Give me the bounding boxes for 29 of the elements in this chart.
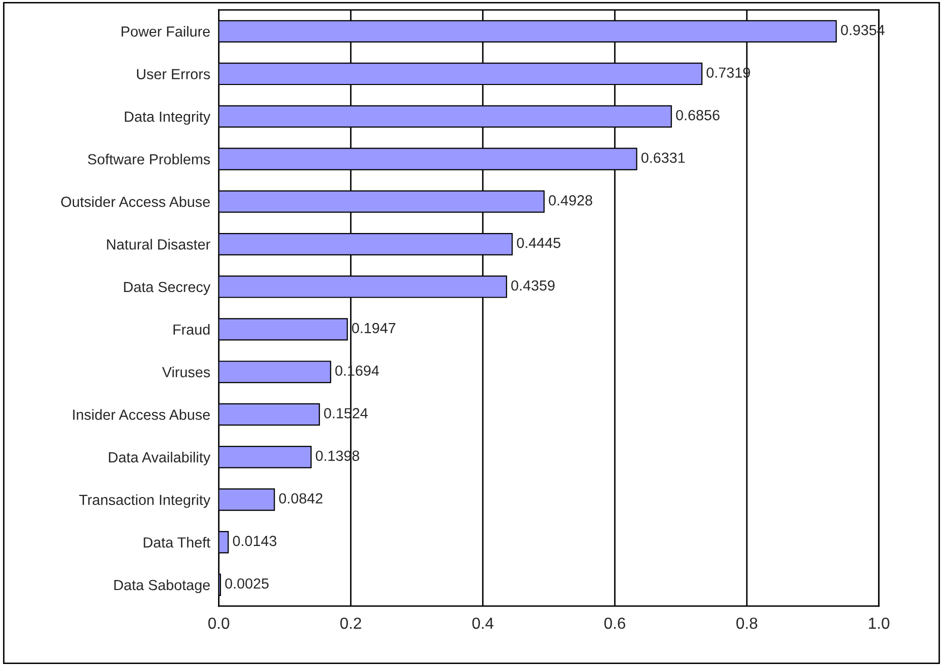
- y-tick-label: Fraud: [174, 324, 210, 335]
- x-tick-label: 0.8: [736, 618, 758, 629]
- y-tick-label: Viruses: [162, 366, 210, 378]
- y-tick-label: Data Availability: [108, 452, 210, 466]
- y-tick-label: Natural Disaster: [107, 238, 210, 250]
- x-tick-label: 0.2: [340, 618, 362, 629]
- data-label: 0.4359: [511, 280, 555, 291]
- y-tick-label: Data Secrecy: [124, 282, 210, 296]
- y-tick-label: Data Integrity: [124, 111, 210, 125]
- data-label: 0.0025: [225, 578, 269, 589]
- y-tick-label: Outsider Access Abuse: [61, 196, 210, 208]
- y-tick-label: User Errors: [137, 69, 210, 80]
- data-label: 0.0842: [279, 493, 322, 504]
- data-label: 0.4445: [516, 238, 560, 248]
- y-tick-label: Software Problems: [88, 154, 210, 164]
- y-tick-label: Data Theft: [144, 536, 210, 548]
- y-tick-label: Insider Access Abuse: [73, 409, 210, 420]
- y-tick-label: Transaction Integrity: [79, 494, 210, 508]
- x-tick-label: 0.4: [472, 618, 494, 629]
- data-label: 0.1947: [352, 322, 396, 334]
- y-tick-label: Power Failure: [122, 26, 210, 37]
- x-tick-label: 1.0: [868, 618, 890, 629]
- x-tick-label: 0.6: [604, 618, 626, 629]
- y-tick-label: Data Sabotage: [114, 579, 210, 594]
- data-label: 0.4928: [548, 195, 592, 206]
- data-label: 0.6331: [641, 152, 685, 163]
- data-label: 0.0143: [232, 536, 276, 546]
- x-tick-label: 0.0: [208, 618, 230, 629]
- data-label: 0.6856: [676, 110, 720, 120]
